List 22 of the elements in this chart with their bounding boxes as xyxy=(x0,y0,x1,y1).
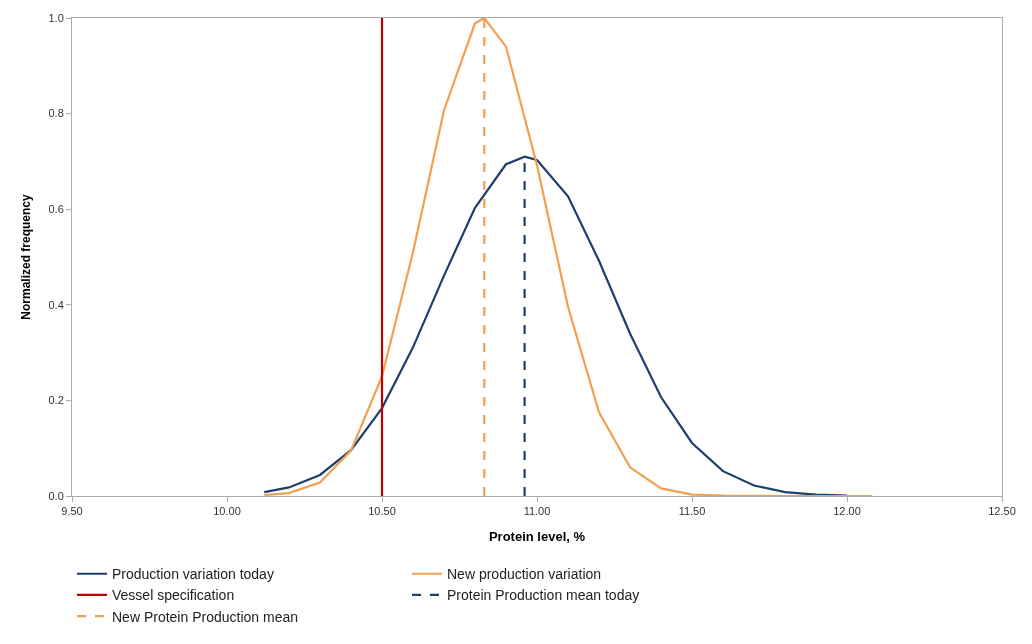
x-tick-label: 11.00 xyxy=(523,505,551,518)
y-tick-label: 0.4 xyxy=(48,298,64,311)
y-tick-label: 1.0 xyxy=(48,11,64,24)
x-tick-label: 12.00 xyxy=(833,505,861,518)
y-tick-label: 0.0 xyxy=(48,489,64,502)
y-tick-label: 0.2 xyxy=(48,394,64,407)
legend-label: Vessel specification xyxy=(112,587,235,604)
y-axis-title: Normalized frequency xyxy=(18,193,33,320)
legend-label: Production variation today xyxy=(112,566,274,583)
legend-label: Protein Production mean today xyxy=(447,587,640,604)
legend-label: New production variation xyxy=(447,566,602,583)
line-series xyxy=(263,18,873,496)
x-tick-label: 9.50 xyxy=(61,505,83,518)
x-axis-title: Protein level, % xyxy=(488,528,586,544)
line-series xyxy=(263,155,849,496)
y-tick-label: 0.6 xyxy=(48,203,64,216)
legend-label: New Protein Production mean xyxy=(112,608,298,625)
y-tick-label: 0.8 xyxy=(48,107,64,120)
x-tick-label: 10.50 xyxy=(368,505,396,518)
x-tick-label: 12.50 xyxy=(988,505,1016,518)
x-tick-label: 10.00 xyxy=(213,505,241,518)
x-tick-label: 11.50 xyxy=(678,505,706,518)
